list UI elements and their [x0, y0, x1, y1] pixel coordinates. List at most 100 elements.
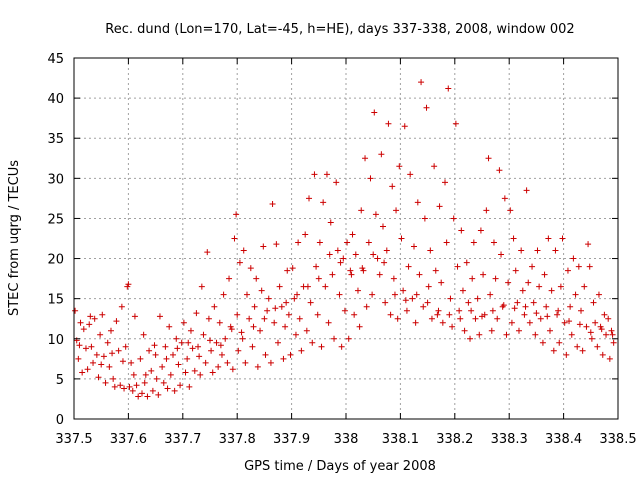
x-axis-label: GPS time / Days of year 2008	[244, 459, 436, 474]
data-point	[315, 275, 322, 282]
x-tick-label: 338	[334, 432, 359, 447]
data-point	[468, 307, 475, 314]
data-point	[461, 327, 468, 334]
data-point	[196, 353, 203, 360]
data-point	[514, 299, 521, 306]
data-point	[307, 299, 314, 306]
data-point	[452, 120, 459, 127]
data-point	[529, 263, 536, 270]
x-tick-label: 337.5	[55, 432, 92, 447]
data-point	[242, 359, 249, 366]
data-point	[389, 183, 396, 190]
data-point	[554, 311, 561, 318]
data-point	[325, 319, 332, 326]
data-point	[329, 271, 336, 278]
chart-title: Rec. dund (Lon=170, Lat=-45, h=HE), days…	[105, 22, 574, 37]
x-tick-label: 337.7	[164, 432, 201, 447]
data-point	[521, 311, 528, 318]
data-point	[283, 299, 290, 306]
data-point	[76, 342, 83, 349]
data-point	[382, 299, 389, 306]
data-point	[175, 361, 182, 368]
data-point	[238, 329, 245, 336]
data-point	[333, 179, 340, 186]
data-point	[348, 271, 355, 278]
data-point	[246, 315, 253, 322]
data-point	[523, 187, 530, 194]
data-point	[559, 235, 566, 242]
data-point	[387, 311, 394, 318]
data-point	[467, 335, 474, 342]
data-point	[412, 319, 419, 326]
data-point	[385, 120, 392, 127]
data-point	[445, 85, 452, 92]
data-point	[334, 247, 341, 254]
data-point	[508, 319, 515, 326]
data-point	[567, 303, 574, 310]
data-point	[536, 283, 543, 290]
data-point	[254, 363, 261, 370]
data-point	[140, 331, 147, 338]
data-point	[189, 345, 196, 352]
x-tick-label: 338.2	[436, 432, 473, 447]
data-point	[115, 347, 122, 354]
data-point	[458, 227, 465, 234]
data-point	[294, 291, 301, 298]
data-point	[239, 335, 246, 342]
data-point	[489, 307, 496, 314]
data-point	[261, 315, 268, 322]
data-point	[435, 307, 442, 314]
data-point	[130, 371, 137, 378]
x-tick-label: 337.8	[219, 432, 256, 447]
data-point	[323, 171, 330, 178]
data-point	[608, 327, 615, 334]
data-point	[402, 297, 409, 304]
data-point	[548, 287, 555, 294]
data-point	[213, 339, 220, 346]
data-point	[234, 311, 241, 318]
data-point	[363, 303, 370, 310]
data-point	[379, 223, 386, 230]
data-point	[231, 235, 238, 242]
data-point	[249, 343, 256, 350]
data-point	[218, 351, 225, 358]
data-point	[155, 391, 162, 398]
data-point	[110, 375, 117, 382]
data-point	[564, 267, 571, 274]
data-point	[129, 387, 136, 394]
data-point	[228, 326, 235, 333]
y-tick-label: 35	[47, 132, 64, 147]
data-point	[401, 123, 408, 130]
data-point	[372, 211, 379, 218]
data-point	[93, 351, 100, 358]
y-tick-labels: 0 5 10 15 20 25 30 35 40 45	[47, 52, 64, 428]
data-point	[285, 311, 292, 318]
data-point	[164, 385, 171, 392]
data-point	[327, 219, 334, 226]
data-point	[180, 319, 187, 326]
data-point	[590, 299, 597, 306]
x-tick-label: 338.5	[599, 432, 636, 447]
data-point	[341, 307, 348, 314]
data-point	[378, 151, 385, 158]
data-point	[605, 315, 612, 322]
y-tick-label: 0	[56, 413, 64, 428]
data-point	[298, 347, 305, 354]
data-point	[537, 315, 544, 322]
data-point	[609, 331, 616, 338]
y-tick-label: 10	[47, 333, 64, 348]
data-point	[586, 263, 593, 270]
x-tick-labels: 337.5 337.6 337.7 337.8 337.9 338 338.1 338.2 33…	[55, 432, 636, 447]
data-point	[470, 239, 477, 246]
data-point	[117, 382, 124, 389]
data-point	[583, 323, 590, 330]
data-point	[159, 363, 166, 370]
data-point	[195, 343, 202, 350]
data-point	[144, 393, 151, 400]
data-point	[381, 259, 388, 266]
data-point	[483, 207, 490, 214]
data-point	[177, 382, 184, 389]
data-point	[349, 231, 356, 238]
data-point	[170, 351, 177, 358]
